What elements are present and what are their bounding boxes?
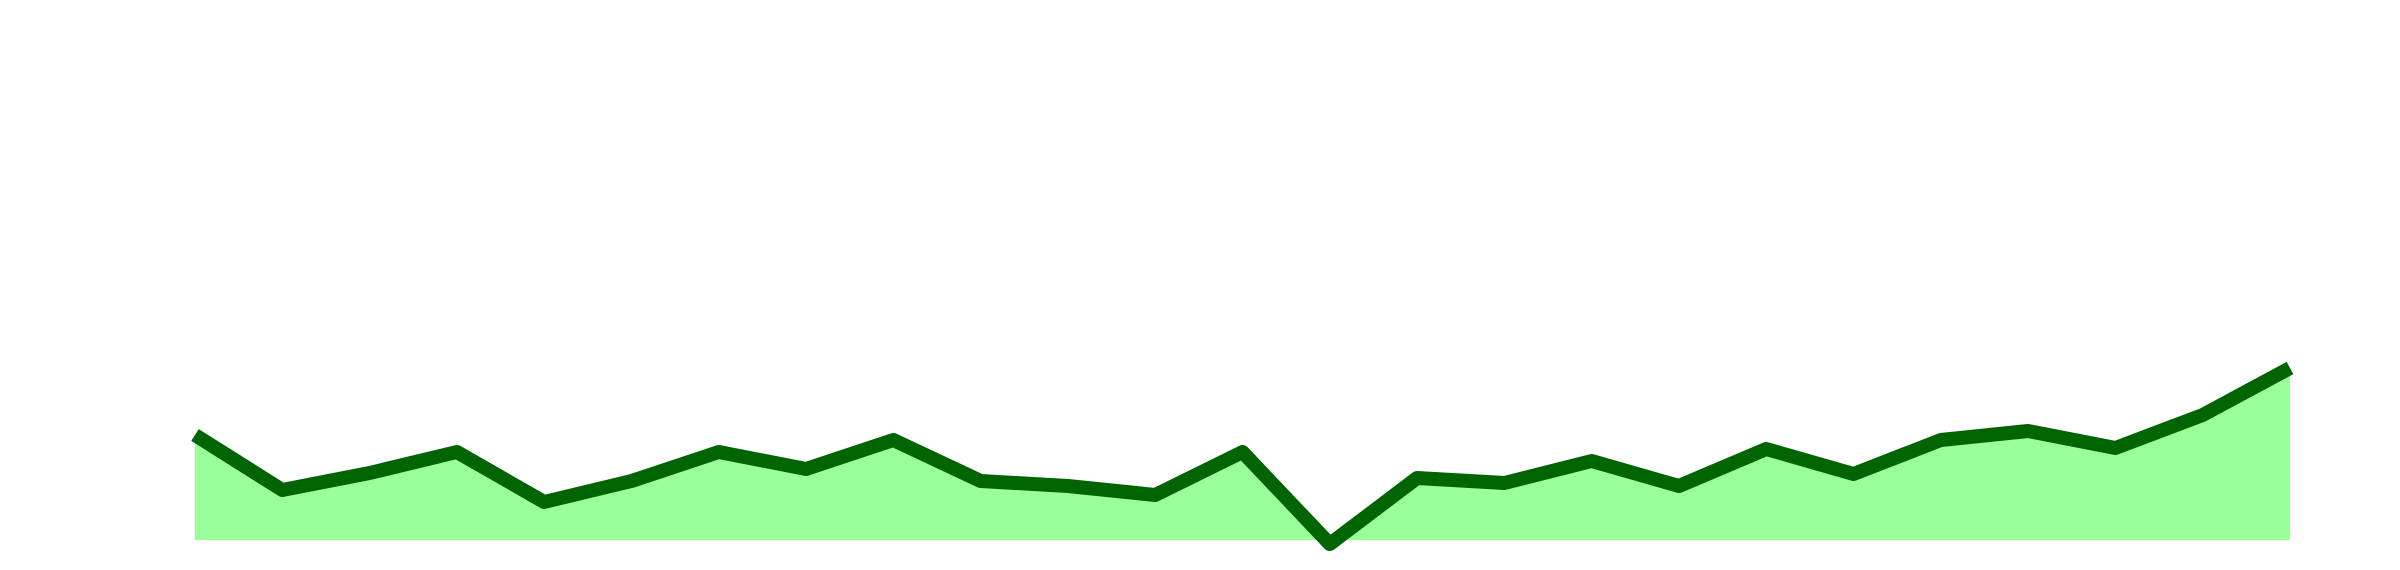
area-line [191,361,2294,551]
